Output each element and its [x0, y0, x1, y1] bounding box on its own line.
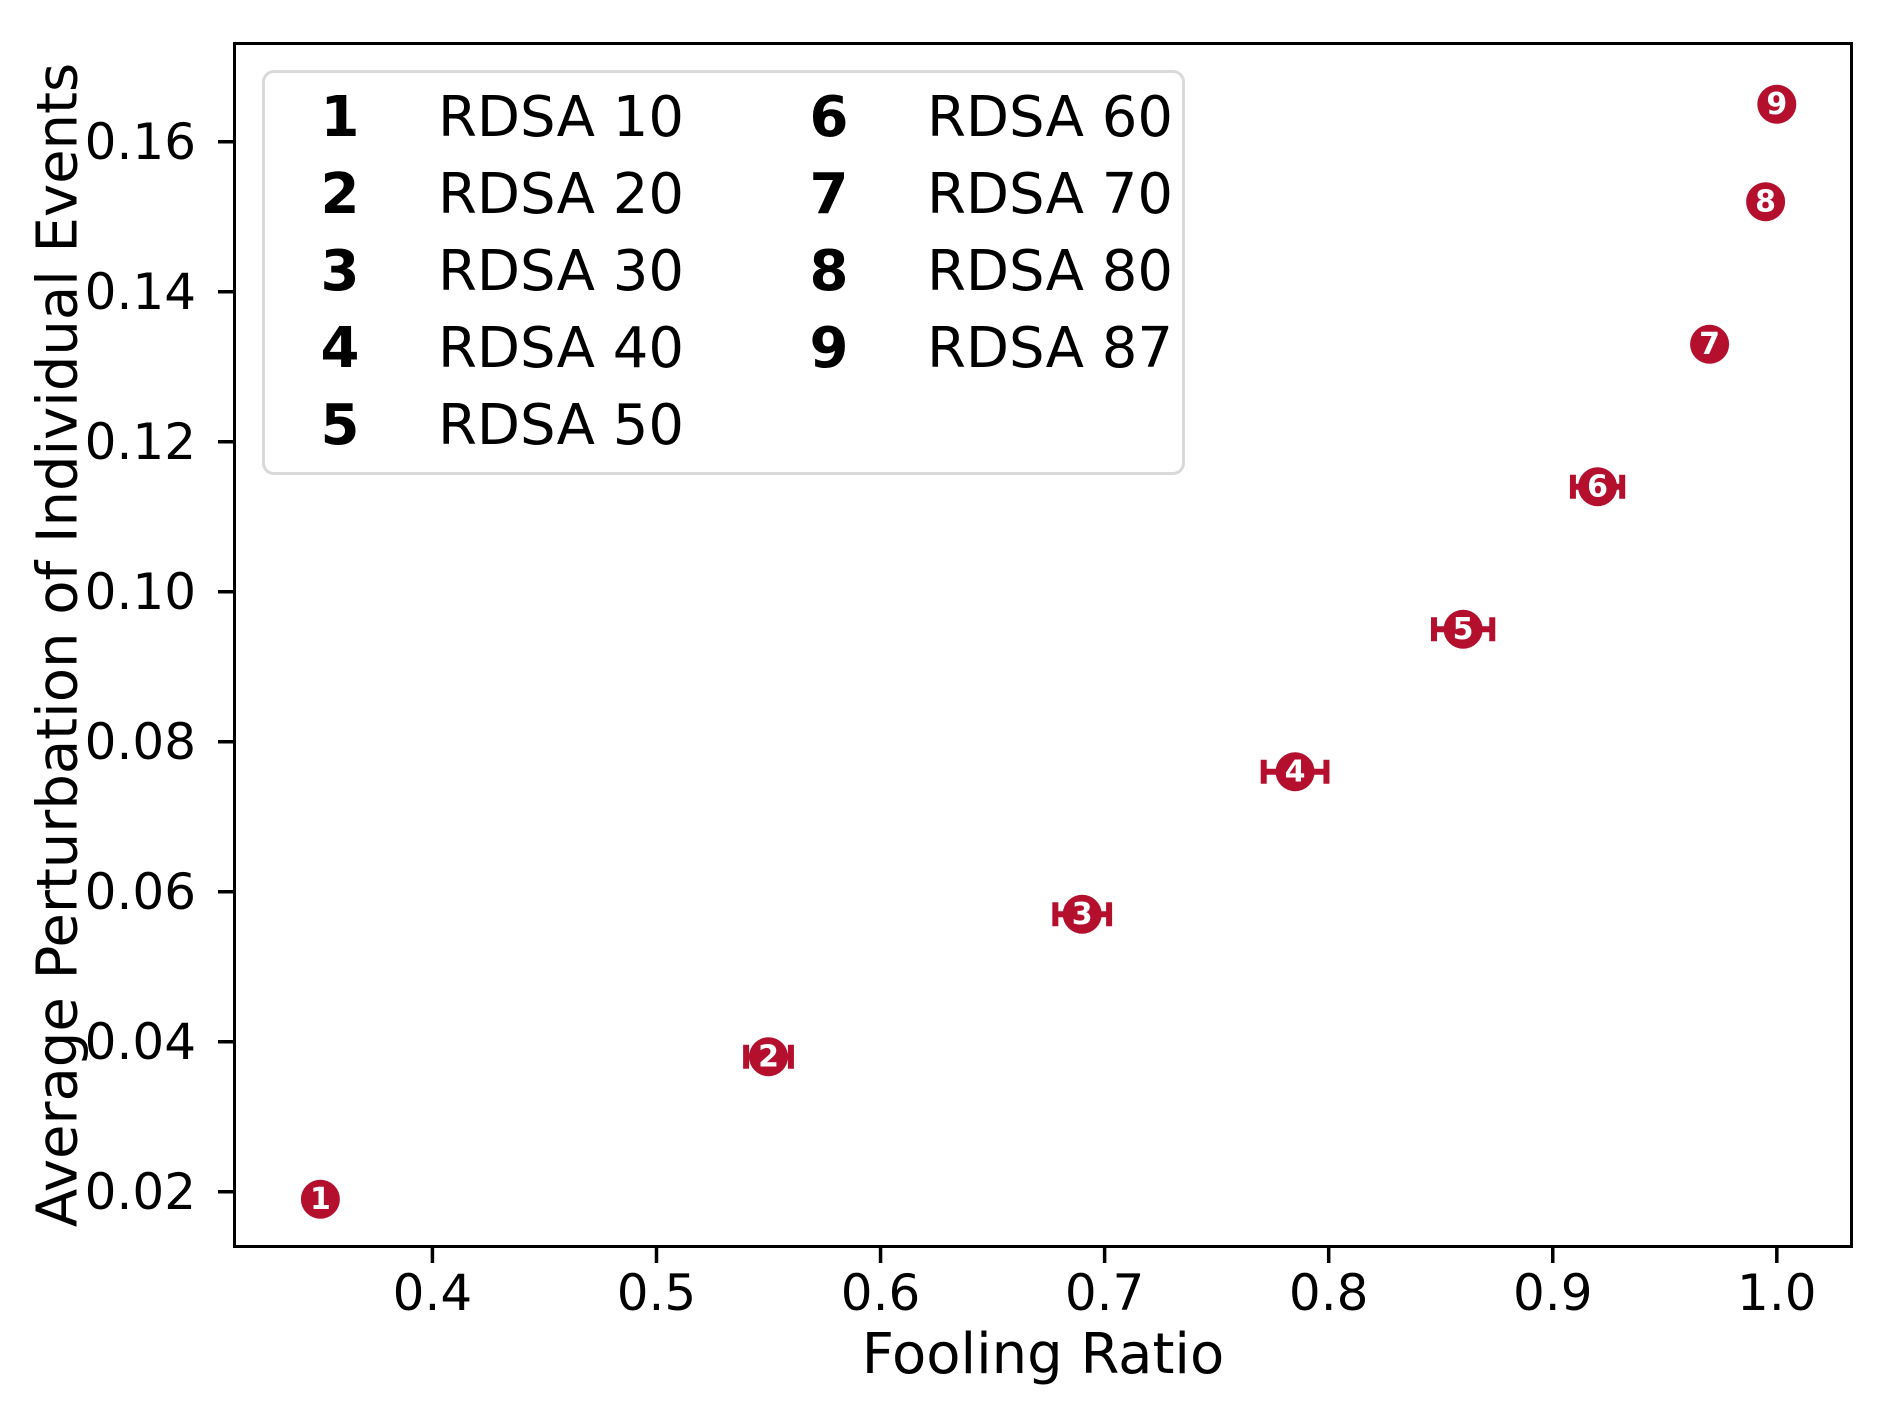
- legend-entry: 4 RDSA 40: [265, 310, 684, 387]
- x-tick-label: 1.0: [1737, 1264, 1817, 1322]
- y-tick-label: 0.04: [84, 1012, 196, 1071]
- legend-entry: 6 RDSA 60: [754, 79, 1173, 156]
- legend-entry-label: RDSA 30: [438, 239, 684, 304]
- y-tick-label: 0.02: [84, 1162, 196, 1221]
- legend-entry-number: 5: [320, 393, 360, 458]
- legend-column-1: 1 RDSA 10 2 RDSA 20 3 RDSA 30 4 RDSA 40 5 RDSA 50: [265, 79, 684, 464]
- legend-entry-number: 7: [809, 162, 849, 227]
- x-tick-label: 0.8: [1288, 1264, 1369, 1322]
- legend-entry: 7 RDSA 70: [754, 156, 1173, 233]
- legend-entry: 9 RDSA 87: [754, 310, 1173, 387]
- legend-column-2: 6 RDSA 60 7 RDSA 70 8 RDSA 80 9 RDSA 87: [754, 79, 1173, 387]
- y-tick-label: 0.12: [84, 412, 196, 471]
- x-tick-label: 0.5: [616, 1264, 697, 1322]
- y-tick-label: 0.14: [84, 262, 196, 321]
- legend-entry-label: RDSA 50: [438, 393, 684, 458]
- legend: 1 RDSA 10 2 RDSA 20 3 RDSA 30 4 RDSA 40 5 RDSA 50…: [262, 70, 1185, 475]
- y-tick-label: 0.08: [84, 712, 196, 771]
- x-tick-label: 0.4: [392, 1264, 473, 1322]
- legend-entry-number: 3: [320, 239, 360, 304]
- y-tick-label: 0.10: [84, 562, 196, 621]
- legend-entry: 5 RDSA 50: [265, 387, 684, 464]
- legend-entry-number: 8: [809, 239, 849, 304]
- legend-entry: 3 RDSA 30: [265, 233, 684, 310]
- x-axis-label: Fooling Ratio: [861, 1322, 1225, 1387]
- x-tick-label: 0.7: [1064, 1264, 1145, 1322]
- y-tick-label: 0.06: [84, 862, 196, 921]
- legend-entry: 8 RDSA 80: [754, 233, 1173, 310]
- x-tick-label: 0.9: [1512, 1264, 1593, 1322]
- legend-entry-label: RDSA 80: [927, 239, 1173, 304]
- legend-entry-label: RDSA 20: [438, 162, 684, 227]
- legend-entry-number: 1: [320, 85, 360, 150]
- legend-entry: 1 RDSA 10: [265, 79, 684, 156]
- legend-entry: 2 RDSA 20: [265, 156, 684, 233]
- legend-entry-label: RDSA 70: [927, 162, 1173, 227]
- legend-entry-number: 2: [320, 162, 360, 227]
- x-tick-label: 0.6: [840, 1264, 921, 1322]
- legend-entry-label: RDSA 60: [927, 85, 1173, 150]
- legend-entry-label: RDSA 87: [927, 316, 1173, 381]
- y-tick-label: 0.16: [84, 112, 196, 171]
- legend-entry-number: 4: [320, 316, 360, 381]
- legend-entry-number: 6: [809, 85, 849, 150]
- legend-entry-label: RDSA 10: [438, 85, 684, 150]
- legend-entry-number: 9: [809, 316, 849, 381]
- legend-entry-label: RDSA 40: [438, 316, 684, 381]
